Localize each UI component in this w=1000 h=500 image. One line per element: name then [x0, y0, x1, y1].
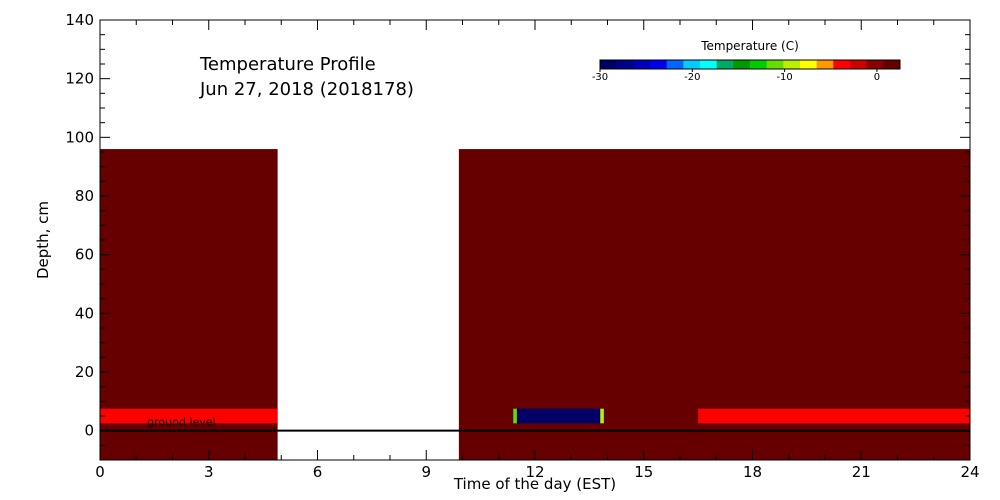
- y-tick-label: 60: [75, 246, 94, 264]
- colorbar-swatch: [816, 60, 834, 69]
- y-tick-label: 120: [65, 70, 94, 88]
- x-tick-label: 18: [743, 463, 762, 481]
- x-axis-ticks: 0 3 6 9 12 15 18 21 24: [95, 20, 980, 481]
- heatmap-cell: [513, 408, 517, 424]
- x-tick-label: 15: [634, 463, 653, 481]
- heatmap-cell: [100, 149, 278, 461]
- chart-title: Temperature Profile: [199, 54, 376, 75]
- y-tick-label: 40: [75, 304, 94, 322]
- colorbar-swatch: [683, 60, 701, 69]
- x-tick-label: 6: [313, 463, 323, 481]
- colorbar-swatch: [616, 60, 634, 69]
- y-tick-label: 80: [75, 187, 94, 205]
- y-tick-label: 0: [84, 422, 94, 440]
- colorbar-swatch: [633, 60, 651, 69]
- colorbar: -30 -20 -10 0: [592, 59, 901, 83]
- colorbar-swatch: [766, 60, 784, 69]
- colorbar-swatch: [716, 60, 734, 69]
- y-tick-label: 20: [75, 363, 94, 381]
- heatmap-cell: [100, 408, 278, 424]
- y-tick-label: 140: [65, 11, 94, 29]
- colorbar-swatch: [783, 60, 801, 69]
- colorbar-swatch: [700, 60, 718, 69]
- colorbar-swatch: [883, 60, 901, 69]
- x-axis-label: Time of the day (EST): [453, 475, 616, 493]
- colorbar-tick-label: -20: [684, 72, 700, 83]
- colorbar-swatch: [650, 60, 668, 69]
- heatmap-cell: [513, 408, 604, 424]
- ground-level-label: ground level: [147, 416, 216, 429]
- colorbar-tick-label: -10: [776, 72, 792, 83]
- x-tick-label: 24: [960, 463, 979, 481]
- heatmap-cells: [100, 149, 970, 461]
- x-tick-label: 9: [421, 463, 431, 481]
- heatmap-cell: [698, 408, 970, 424]
- colorbar-tick-label: -30: [592, 72, 608, 83]
- colorbar-swatch: [833, 60, 851, 69]
- colorbar-swatch: [866, 60, 884, 69]
- colorbar-swatch: [800, 60, 818, 69]
- colorbar-tick-label: 0: [874, 72, 880, 83]
- x-tick-label: 0: [95, 463, 105, 481]
- colorbar-frame: [599, 59, 901, 70]
- colorbar-swatch: [850, 60, 868, 69]
- y-axis-label: Depth, cm: [34, 201, 52, 279]
- heatmap-cell: [600, 408, 604, 424]
- colorbar-swatch: [750, 60, 768, 69]
- x-tick-label: 3: [204, 463, 214, 481]
- y-tick-label: 100: [65, 128, 94, 146]
- heatmap-cell: [458, 149, 970, 461]
- colorbar-swatch: [733, 60, 751, 69]
- colorbar-title: Temperature (C): [700, 39, 799, 53]
- colorbar-swatch: [600, 60, 618, 69]
- y-axis-ticks: 0 20 40 60 80 100 120 140: [65, 11, 970, 461]
- x-tick-label: 21: [852, 463, 871, 481]
- x-tick-label: 12: [525, 463, 544, 481]
- colorbar-swatch: [666, 60, 684, 69]
- chart-subtitle: Jun 27, 2018 (2018178): [199, 79, 414, 100]
